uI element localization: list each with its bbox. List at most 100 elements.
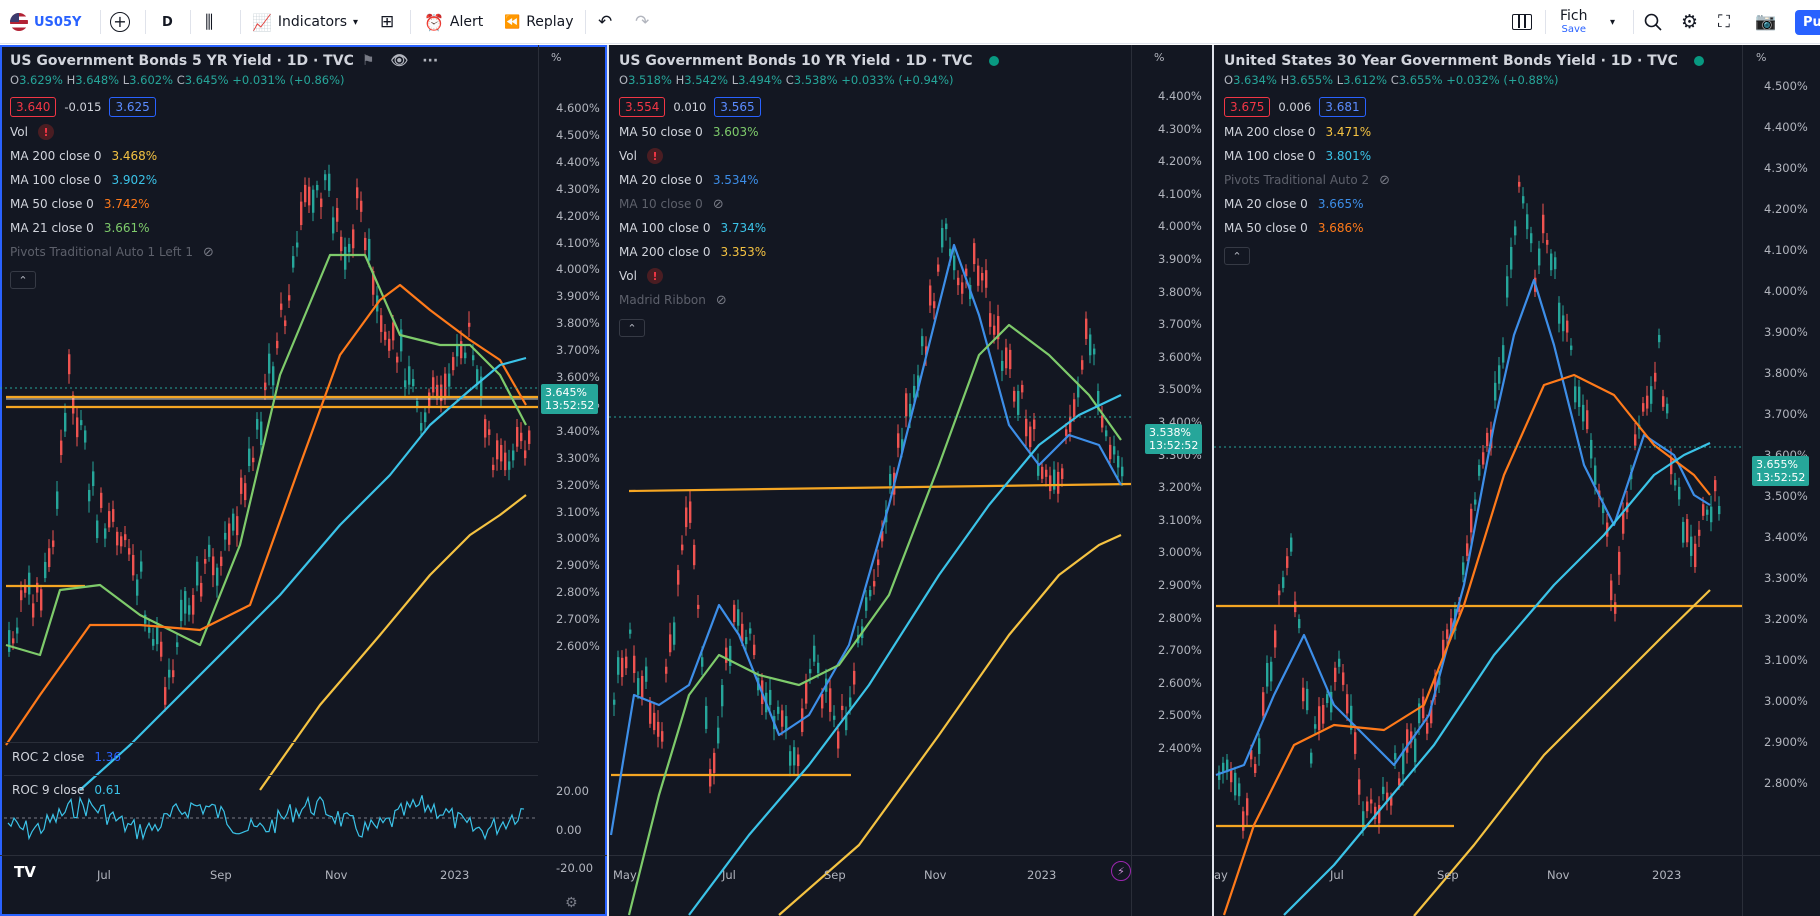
symbol-search-button[interactable]: US05Y [10, 0, 81, 44]
candle-body [1113, 446, 1116, 455]
replay-button[interactable]: ⏪ Replay [504, 0, 574, 44]
candle-body [60, 440, 63, 455]
candle-body [1089, 334, 1092, 356]
indicator-legend-item[interactable]: MA 100 close 0 3.801% [1224, 147, 1704, 165]
unit-label: % [551, 51, 562, 64]
indicator-legend-item[interactable]: MA 21 close 0 3.661% [10, 219, 438, 237]
alert-button[interactable]: ⏰ Alert [424, 0, 483, 44]
indicator-legend-item[interactable]: MA 50 close 0 3.742% [10, 195, 438, 213]
price-axis-label: 4.200% [1764, 202, 1808, 216]
warning-icon[interactable]: ! [37, 124, 54, 140]
chart-pane-30yr[interactable]: United States 30 Year Government Bonds Y… [1214, 45, 1820, 916]
candle-body [1418, 703, 1421, 724]
indicator-legend-item[interactable]: Vol! [619, 147, 999, 165]
candle-body [1570, 345, 1573, 350]
price-chart-canvas[interactable] [609, 45, 1212, 916]
indicator-legend-item[interactable]: MA 20 close 0 3.665% [1224, 195, 1704, 213]
indicator-legend-item[interactable]: Pivots Traditional Auto 1 Left 1 ⊘ [10, 243, 438, 261]
warning-icon[interactable]: ! [646, 148, 663, 164]
gear-icon[interactable]: ⚙ [1681, 11, 1699, 33]
interval-button[interactable]: D [162, 14, 173, 30]
indicator-legend-item[interactable]: Vol! [10, 123, 438, 141]
indicator-legend-item[interactable]: Pivots Traditional Auto 2 ⊘ [1224, 171, 1704, 189]
ohlc-values: O3.518% H3.542% L3.494% C3.538% +0.033% … [619, 73, 954, 87]
hidden-eye-icon[interactable]: ⊘ [712, 196, 724, 212]
indicator-legend-item[interactable]: MA 200 close 0 3.468% [10, 147, 438, 165]
fullscreen-icon[interactable]: ⛶ [1718, 12, 1730, 32]
sell-price-button[interactable]: 3.675 [1224, 97, 1271, 117]
chevron-up-icon: ⌃ [1232, 249, 1242, 263]
lightning-icon[interactable]: ⚡ [1111, 861, 1131, 881]
save-label: Save [1561, 24, 1587, 36]
buy-price-button[interactable]: 3.681 [1319, 97, 1366, 117]
layout-select-button[interactable] [1512, 0, 1532, 44]
hidden-eye-icon[interactable]: ⊘ [202, 244, 214, 260]
hidden-eye-icon[interactable]: ⊘ [1379, 172, 1391, 188]
indicator-legend-item[interactable]: MA 100 close 0 3.902% [10, 171, 438, 189]
chart-type-button[interactable]: ⫼ [205, 0, 213, 44]
templates-button[interactable]: ⊞ [380, 0, 394, 44]
price-axis-label: 4.000% [556, 262, 600, 277]
candle-body [1562, 315, 1565, 332]
candle-body [276, 340, 279, 349]
sell-price-button[interactable]: 3.554 [619, 97, 666, 117]
camera-icon[interactable]: 📷 [1755, 12, 1777, 32]
layout-dropdown-chevron-icon[interactable]: ▾ [1610, 16, 1616, 28]
pane-divider[interactable] [4, 742, 538, 743]
price-chart-canvas[interactable] [0, 45, 607, 916]
buy-price-button[interactable]: 3.565 [714, 97, 761, 117]
chart-pane-5yr[interactable]: US Government Bonds 5 YR Yield · 1D · TV… [0, 45, 607, 916]
indicator-legend-item[interactable]: Vol! [619, 267, 999, 285]
hidden-eye-icon[interactable]: ⊘ [715, 292, 727, 308]
indicator-legend-item[interactable]: MA 10 close 0 ⊘ [619, 195, 999, 213]
candle-body [1426, 722, 1429, 734]
indicator-legend-item[interactable]: MA 100 close 0 3.734% [619, 219, 999, 237]
save-layout-button[interactable]: Fich Save [1560, 0, 1588, 44]
price-axis-label: 3.900% [1158, 252, 1202, 266]
eye-icon[interactable]: 👁 [390, 53, 409, 69]
publish-button[interactable]: Pu [1795, 0, 1820, 44]
undo-icon[interactable]: ↶ [598, 12, 613, 32]
indicator-legend-item[interactable]: MA 50 close 0 3.603% [619, 123, 999, 141]
time-axis-label: May [613, 868, 637, 882]
more-icon[interactable]: ··· [422, 53, 439, 69]
candle-body [292, 256, 295, 268]
sell-price-button[interactable]: 3.640 [10, 97, 57, 117]
flag-icon[interactable]: ⚑ [361, 53, 375, 69]
indicators-dropdown-chevron-icon[interactable]: ▾ [353, 16, 359, 28]
indicator-legend-item[interactable]: MA 20 close 0 3.534% [619, 171, 999, 189]
search-icon[interactable] [1644, 0, 1662, 44]
indicator-legend-item[interactable]: MA 200 close 0 3.353% [619, 243, 999, 261]
collapse-legend-button[interactable]: ⌃ [1224, 247, 1250, 265]
bid-ask: 3.554 0.010 3.565 [619, 97, 999, 117]
candle-body [629, 629, 632, 634]
candle-body [1642, 403, 1645, 412]
warning-icon[interactable]: ! [646, 268, 663, 284]
price-axis-label: 2.400% [1158, 741, 1202, 755]
chart-pane-10yr[interactable]: US Government Bonds 10 YR Yield · 1D · T… [609, 45, 1212, 916]
pane-divider[interactable] [4, 775, 538, 776]
candle-body [1073, 399, 1076, 418]
candle-body [440, 384, 443, 402]
indicator-legend-item[interactable]: Madrid Ribbon ⊘ [619, 291, 999, 309]
time-axis-border [609, 855, 1212, 856]
collapse-legend-button[interactable]: ⌃ [619, 319, 645, 337]
moving-average-line [259, 494, 527, 791]
indicator-value: 3.801% [1325, 149, 1372, 163]
price-chart-canvas[interactable] [1214, 45, 1820, 916]
tradingview-logo-icon[interactable]: TV [14, 863, 42, 885]
indicator-legend-item[interactable]: MA 200 close 0 3.471% [1224, 123, 1704, 141]
redo-icon[interactable]: ↷ [635, 12, 650, 32]
indicators-button[interactable]: 📈 Indicators [252, 0, 347, 44]
indicator-legend-item[interactable]: MA 50 close 0 3.686% [1224, 219, 1704, 237]
price-axis-label: 3.000% [1764, 694, 1808, 708]
candle-body [272, 366, 275, 386]
settings-gear-icon[interactable]: ⚙ [565, 895, 578, 911]
candle-body [997, 316, 1000, 340]
buy-price-button[interactable]: 3.625 [109, 97, 156, 117]
collapse-legend-button[interactable]: ⌃ [10, 271, 36, 289]
candle-body [448, 373, 451, 387]
compare-symbol-button[interactable]: + [110, 0, 130, 44]
candle-body [1049, 475, 1052, 492]
price-axis-label: 4.100% [556, 235, 600, 250]
